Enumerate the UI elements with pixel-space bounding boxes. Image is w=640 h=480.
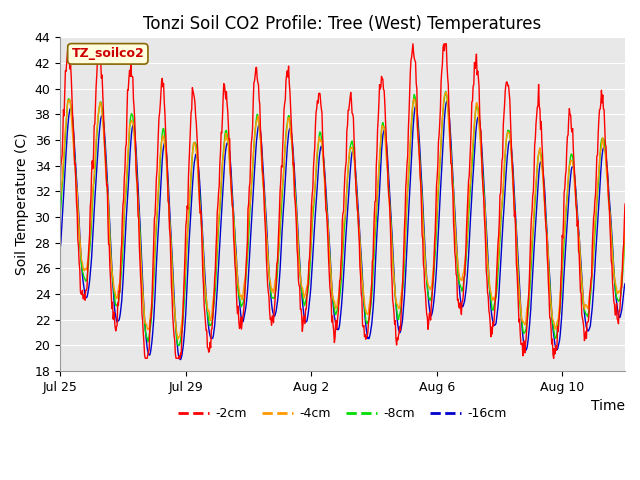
-16cm [56, 246, 64, 252]
-16cm [621, 281, 629, 287]
-8cm [175, 343, 183, 348]
Y-axis label: Soil Temperature (C): Soil Temperature (C) [15, 133, 29, 276]
-8cm [621, 233, 629, 239]
Line: -8cm: -8cm [60, 92, 625, 346]
-8cm [77, 249, 84, 254]
-2cm [292, 224, 300, 229]
-4cm [262, 230, 270, 236]
-2cm [441, 41, 449, 47]
-4cm [514, 263, 522, 269]
-4cm [190, 141, 198, 146]
-8cm [190, 140, 198, 145]
-8cm [442, 89, 449, 95]
Title: Tonzi Soil CO2 Profile: Tree (West) Temperatures: Tonzi Soil CO2 Profile: Tree (West) Temp… [143, 15, 541, 33]
-8cm [377, 137, 385, 143]
-4cm [621, 223, 629, 229]
-2cm [377, 84, 385, 90]
-2cm [77, 289, 84, 295]
-16cm [77, 244, 84, 250]
-2cm [190, 91, 198, 97]
-16cm [514, 249, 522, 255]
-4cm [174, 336, 182, 342]
-4cm [377, 135, 385, 141]
-8cm [292, 210, 300, 216]
Text: TZ_soilco2: TZ_soilco2 [72, 48, 144, 60]
X-axis label: Time: Time [591, 399, 625, 413]
-16cm [443, 98, 451, 104]
-4cm [56, 196, 64, 202]
-2cm [621, 201, 629, 207]
-16cm [292, 203, 300, 208]
-16cm [377, 161, 385, 167]
Legend: -2cm, -4cm, -8cm, -16cm: -2cm, -4cm, -8cm, -16cm [173, 402, 512, 425]
Line: -2cm: -2cm [60, 44, 625, 358]
-16cm [177, 357, 184, 362]
-4cm [77, 243, 84, 249]
-4cm [292, 209, 300, 215]
-8cm [56, 215, 64, 221]
-2cm [141, 355, 149, 361]
Line: -4cm: -4cm [60, 92, 625, 339]
-4cm [442, 89, 450, 95]
-2cm [514, 284, 522, 289]
-2cm [262, 254, 270, 260]
Line: -16cm: -16cm [60, 101, 625, 360]
-8cm [262, 232, 270, 238]
-16cm [190, 166, 198, 171]
-8cm [514, 263, 522, 268]
-16cm [262, 217, 270, 223]
-2cm [56, 180, 64, 186]
